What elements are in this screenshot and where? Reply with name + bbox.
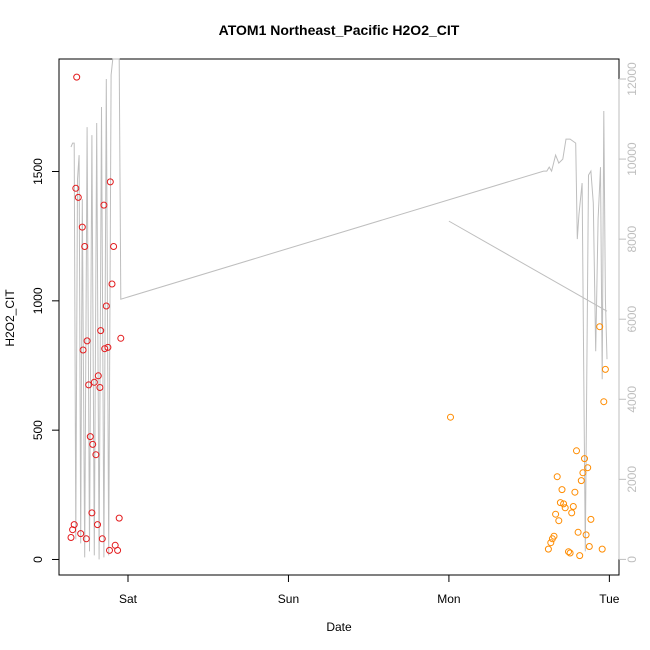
data-point-group-1 (96, 384, 104, 391)
data-point-group-1 (79, 346, 87, 354)
data-point-group-1 (94, 521, 101, 529)
x-axis-label: Date (326, 620, 352, 634)
right-tick-label: 10000 (625, 142, 639, 176)
data-point-group-1 (115, 514, 123, 522)
data-point-group-1 (86, 433, 94, 441)
right-tick-label: 6000 (625, 306, 639, 333)
y-axis-label: H2O2_CIT (3, 289, 17, 347)
data-point-group-1 (104, 343, 112, 351)
data-point-group-1 (77, 530, 85, 538)
data-point-group-2 (550, 532, 558, 540)
data-point-group-2 (561, 504, 569, 512)
points-layer (67, 73, 609, 560)
data-point-group-2 (566, 549, 574, 557)
data-point-group-1 (74, 193, 82, 201)
data-point-group-2 (555, 517, 563, 525)
data-point-group-2 (447, 413, 454, 421)
data-point-group-2 (579, 469, 587, 477)
data-point-group-2 (568, 509, 576, 517)
right-tick-label: 2000 (625, 466, 639, 493)
data-point-group-2 (587, 515, 595, 523)
data-point-group-1 (110, 243, 118, 250)
data-point-group-1 (97, 327, 105, 335)
data-point-group-1 (101, 345, 109, 353)
right-tick-label: 8000 (625, 225, 639, 252)
data-point-group-1 (73, 73, 81, 81)
secondary-line-layer (70, 58, 608, 560)
x-axis: Sat Sun Mon Tue (119, 574, 620, 606)
x-tick-label: Mon (437, 592, 460, 606)
secondary-line (70, 58, 608, 560)
data-point-group-2 (558, 486, 566, 494)
data-point-group-1 (108, 280, 116, 288)
right-tick-label: 0 (625, 556, 639, 563)
right-y-axis: 0 2000 4000 6000 8000 10000 12000 (618, 62, 639, 563)
data-point-group-2 (569, 503, 577, 510)
data-point-group-2 (574, 528, 582, 536)
right-tick-label: 12000 (625, 62, 639, 96)
left-tick-label: 1500 (31, 158, 45, 185)
data-point-group-1 (106, 178, 114, 186)
data-point-group-1 (78, 223, 86, 231)
left-tick-label: 500 (31, 420, 45, 440)
data-point-group-2 (552, 510, 560, 518)
data-point-group-1 (81, 243, 89, 250)
data-point-group-2 (576, 552, 584, 560)
data-point-group-1 (117, 334, 125, 342)
data-point-group-2 (547, 539, 555, 547)
chart-title: ATOM1 Northeast_Pacific H2O2_CIT (219, 22, 460, 38)
data-point-group-2 (544, 545, 552, 553)
data-point-group-2 (565, 548, 572, 556)
data-point-group-2 (571, 488, 579, 496)
data-point-group-1 (82, 535, 90, 543)
data-point-group-1 (98, 535, 106, 543)
data-point-group-2 (577, 477, 585, 485)
data-point-group-1 (88, 509, 96, 517)
x-tick-label: Tue (599, 592, 620, 606)
plot-box (58, 58, 620, 576)
data-point-group-1 (102, 302, 110, 310)
secondary-segment (448, 220, 608, 312)
data-point-group-1 (85, 381, 93, 389)
data-point-group-1 (83, 337, 91, 345)
data-point-group-2 (585, 543, 593, 550)
left-y-axis: 0 500 1000 1500 (31, 158, 60, 563)
data-point-group-1 (70, 521, 78, 529)
data-point-group-2 (553, 473, 561, 481)
data-point-group-2 (560, 500, 568, 508)
data-point-group-2 (596, 323, 604, 331)
data-point-group-2 (581, 455, 588, 463)
data-point-group-1 (90, 378, 98, 386)
data-point-group-2 (601, 365, 609, 373)
data-point-group-1 (92, 451, 100, 459)
right-tick-label: 4000 (625, 386, 639, 413)
data-point-group-1 (106, 546, 113, 554)
left-tick-label: 0 (31, 556, 45, 563)
data-point-group-2 (573, 447, 580, 455)
data-point-group-1 (114, 546, 122, 554)
data-point-group-2 (556, 499, 564, 507)
x-tick-label: Sun (278, 592, 299, 606)
data-point-group-2 (584, 464, 592, 472)
left-tick-label: 1000 (31, 287, 45, 314)
data-point-group-2 (582, 531, 590, 539)
data-point-group-2 (598, 545, 606, 553)
data-point-group-1 (89, 440, 97, 448)
data-point-group-1 (67, 534, 75, 541)
data-point-group-2 (600, 398, 608, 406)
data-point-group-1 (72, 184, 80, 192)
data-point-group-1 (94, 372, 102, 380)
data-point-group-1 (100, 201, 108, 209)
x-tick-label: Sat (119, 592, 138, 606)
